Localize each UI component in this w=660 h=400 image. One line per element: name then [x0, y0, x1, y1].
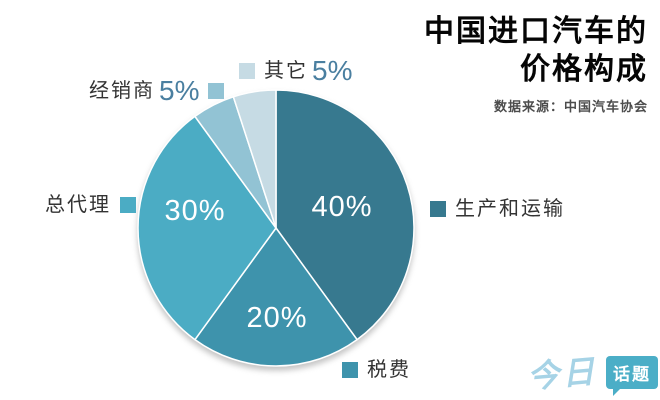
pie-slices — [137, 89, 415, 367]
legend-label-agent: 总代理 — [45, 194, 111, 216]
logo: 今日 话题 — [525, 349, 659, 396]
legend-item-agent: 总代理 — [45, 190, 136, 220]
pie-slice-value-0: 40% — [311, 191, 372, 223]
logo-badge-huati: 话题 — [606, 355, 659, 396]
legend-label-production: 生产和运输 — [455, 198, 565, 220]
legend-item-tax: 税费 — [342, 355, 411, 385]
pie-slice-2 — [137, 115, 277, 341]
legend-value-other: 5% — [312, 55, 353, 86]
legend-swatch-tax — [342, 362, 358, 378]
legend-swatch-production — [430, 201, 446, 217]
legend-swatch-other — [239, 63, 255, 79]
title-block: 中国进口汽车的 价格构成 数据来源：中国汽车协会 — [424, 13, 648, 115]
pie-slice-4 — [232, 89, 277, 229]
logo-text-jinri: 今日 — [525, 353, 599, 395]
legend-label-tax: 税费 — [367, 359, 411, 381]
pie-slice-1 — [193, 226, 359, 367]
pie-slice-value-2: 30% — [164, 195, 225, 227]
page-title-line2: 价格构成 — [520, 53, 648, 86]
legend-item-dealer: 经销商 5% — [89, 75, 225, 106]
legend-value-dealer: 5% — [159, 75, 200, 106]
legend-item-production: 生产和运输 — [430, 194, 565, 224]
data-source: 数据来源：中国汽车协会 — [493, 99, 648, 114]
legend-item-other: 其它 5% — [239, 56, 352, 86]
legend-swatch-dealer — [208, 83, 225, 99]
page-title-line1: 中国进口汽车的 — [424, 15, 648, 48]
pie-slice-value-1: 20% — [246, 302, 307, 334]
legend-label-dealer: 经销商 — [89, 80, 155, 102]
legend-label-other: 其它 — [264, 60, 308, 82]
legend-swatch-agent — [120, 197, 136, 213]
pie-slice-0 — [275, 89, 415, 341]
